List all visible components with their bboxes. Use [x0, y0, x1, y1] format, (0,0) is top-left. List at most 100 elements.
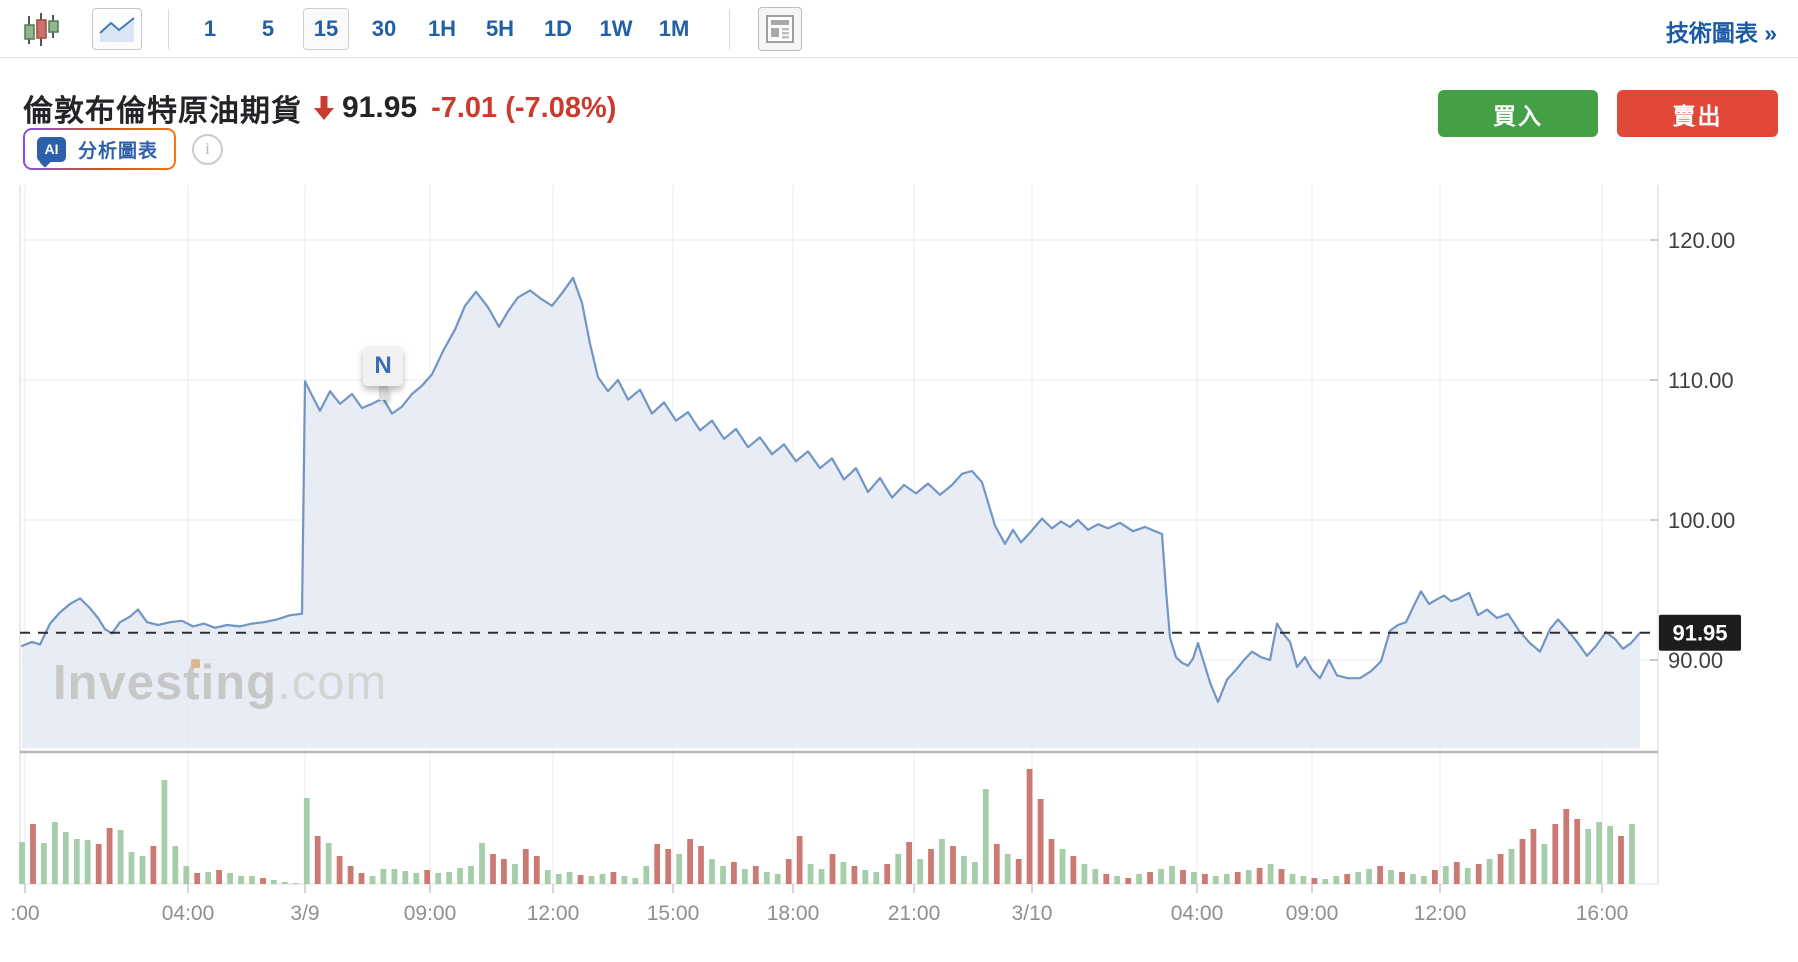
volume-bar: [1212, 876, 1219, 884]
news-panel-button[interactable]: [758, 6, 802, 51]
investing-watermark: Investing.com: [53, 656, 388, 710]
volume-bar: [271, 880, 277, 884]
volume-bar: [1388, 870, 1394, 884]
volume-bar: [928, 849, 934, 884]
volume-bar: [818, 869, 825, 884]
volume-bar: [840, 862, 847, 884]
volume-bar: [1607, 826, 1613, 884]
volume-bar: [369, 876, 376, 884]
buy-button[interactable]: 買入: [1438, 90, 1598, 137]
volume-bar: [62, 832, 69, 884]
news-icon: [766, 14, 794, 43]
volume-bar: [1180, 870, 1186, 884]
volume-bar: [895, 854, 902, 884]
area-chart-type-button[interactable]: [92, 7, 142, 50]
x-axis-label: 09:00: [1286, 902, 1339, 925]
volume-bar: [457, 868, 463, 884]
volume-bar: [1169, 866, 1175, 884]
timeframe-1d[interactable]: 1D: [543, 15, 573, 41]
price-down-arrow-icon: [314, 95, 334, 121]
volume-bar: [939, 839, 945, 884]
volume-bar: [468, 866, 474, 884]
price-change: -7.01 (-7.08%): [431, 91, 617, 124]
instrument-name: 倫敦布倫特原油期貨: [23, 95, 302, 128]
timeframe-5h[interactable]: 5H: [485, 15, 515, 41]
volume-bar: [599, 874, 606, 884]
volume-bar: [479, 843, 485, 884]
volume-bar: [1004, 854, 1011, 884]
volume-bar: [643, 866, 650, 884]
timeframe-1[interactable]: 1: [203, 15, 217, 41]
volume-bar: [1103, 874, 1110, 884]
info-icon[interactable]: i: [192, 133, 224, 165]
volume-bar: [413, 873, 420, 884]
volume-bar: [1618, 836, 1624, 884]
x-axis-label: 21:00: [888, 902, 941, 925]
volume-bar: [1092, 869, 1099, 884]
volume-bar: [106, 828, 113, 884]
volume-bar: [1399, 872, 1405, 884]
volume-bar: [1497, 854, 1504, 884]
volume-bar: [1377, 866, 1383, 884]
volume-bar: [742, 869, 748, 884]
volume-bar: [1629, 824, 1635, 884]
chart-toolbar: 1 5 15 30 1H 5H 1D 1W 1M 技術圖表 »: [0, 0, 1798, 58]
x-axis-label: 09:00: [404, 902, 457, 925]
volume-bar: [41, 843, 47, 884]
timeframe-1h[interactable]: 1H: [427, 15, 457, 41]
candlestick-chart-icon[interactable]: [22, 10, 60, 48]
volume-bar: [501, 859, 507, 884]
volume-bar: [720, 866, 726, 884]
x-axis-label: 18:00: [767, 902, 820, 925]
volume-bar: [1574, 819, 1581, 884]
volume-bar: [358, 873, 365, 884]
volume-bar: [1147, 872, 1153, 884]
volume-bar: [314, 836, 321, 884]
volume-bar: [402, 871, 409, 884]
volume-bar: [1059, 849, 1066, 884]
volume-bar: [1421, 876, 1427, 884]
volume-bar: [774, 874, 781, 884]
volume-bar: [829, 854, 836, 884]
x-axis-label: 15:00: [647, 902, 700, 925]
timeframe-selector: 1 5 15 30 1H 5H 1D 1W 1M: [181, 7, 703, 50]
volume-bar: [1125, 878, 1132, 884]
x-axis-label: 16:00: [1576, 902, 1629, 925]
technical-chart-link[interactable]: 技術圖表 »: [1665, 20, 1777, 46]
toolbar-divider-2: [729, 8, 730, 49]
volume-bar: [490, 854, 496, 884]
volume-bar: [698, 846, 704, 884]
sell-button[interactable]: 賣出: [1617, 90, 1778, 137]
timeframe-5[interactable]: 5: [261, 15, 275, 41]
x-axis-label: 12:00: [527, 902, 580, 925]
volume-bar: [577, 875, 584, 884]
last-price: 91.95: [342, 91, 418, 124]
volume-bar: [1344, 874, 1351, 884]
timeframe-15[interactable]: 15: [303, 7, 349, 50]
volume-bar: [1366, 869, 1372, 884]
volume-bar: [752, 866, 759, 884]
volume-bar: [1015, 859, 1022, 884]
volume-bar: [1596, 822, 1602, 884]
volume-bar: [1136, 874, 1142, 884]
volume-bar: [30, 824, 36, 884]
timeframe-1w[interactable]: 1W: [599, 15, 633, 41]
timeframe-30[interactable]: 30: [371, 15, 397, 41]
volume-bar: [665, 849, 672, 884]
volume-bar: [1541, 844, 1548, 884]
area-chart-icon: [99, 16, 135, 42]
x-axis-label: 3/9: [290, 902, 319, 925]
volume-bar: [654, 844, 661, 884]
volume-bar: [52, 822, 58, 884]
volume-bar: [1475, 864, 1482, 884]
x-axis-label: 04:00: [1171, 902, 1224, 925]
volume-bar: [1464, 868, 1471, 884]
volume-bar: [1508, 849, 1515, 884]
ai-analyze-chart-button[interactable]: AI 分析圖表: [23, 128, 177, 170]
news-marker[interactable]: N: [363, 346, 403, 386]
timeframe-1m[interactable]: 1M: [658, 15, 690, 41]
volume-bar: [1585, 829, 1592, 884]
